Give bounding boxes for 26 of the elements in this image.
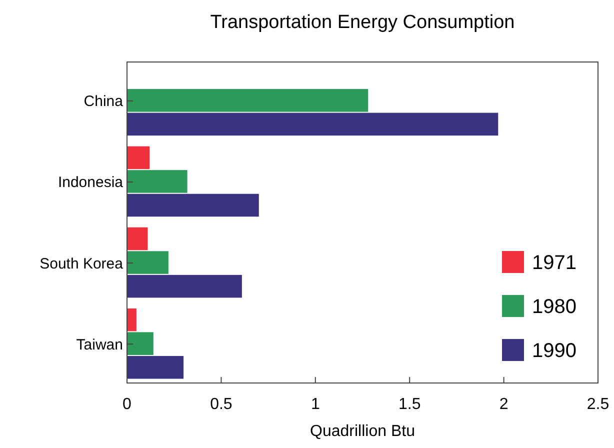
legend-label: 1990: [532, 340, 576, 362]
x-axis-title: Quadrillion Btu: [310, 423, 415, 440]
legend-label: 1971: [532, 252, 576, 274]
x-tick-label: 1.5: [398, 396, 421, 413]
bar: [127, 89, 368, 112]
bar: [127, 170, 188, 193]
bar: [127, 194, 259, 217]
y-tick-label: Indonesia: [58, 174, 124, 192]
y-tick-label: Taiwan: [76, 336, 123, 354]
chart-title: Transportation Energy Consumption: [210, 12, 515, 33]
bar: [127, 251, 168, 274]
bar: [127, 146, 150, 170]
y-tick-label: South Korea: [40, 255, 124, 272]
x-tick-label: 2: [499, 396, 508, 413]
legend-label: 1980: [532, 296, 576, 318]
bar: [127, 356, 184, 379]
x-tick-label: 0.5: [210, 396, 232, 413]
bar: [127, 227, 148, 250]
x-tick-label: 0: [122, 396, 132, 413]
x-tick-label: 1: [310, 396, 320, 413]
bar: [127, 112, 498, 136]
bar: [127, 332, 154, 355]
bar: [127, 274, 242, 298]
bar: [127, 308, 136, 332]
x-tick-label: 2.5: [586, 396, 610, 413]
y-tick-label: China: [84, 93, 124, 110]
